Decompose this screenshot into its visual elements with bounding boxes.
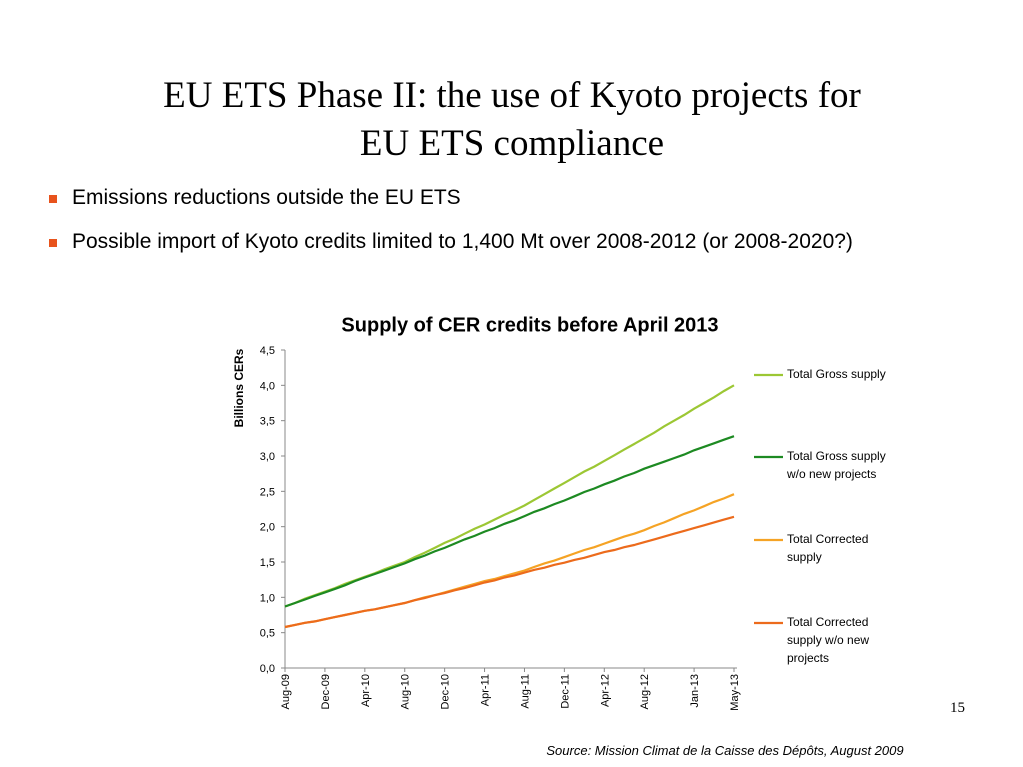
y-tick-label: 0,0 — [260, 663, 275, 675]
x-tick-label: May-13 — [729, 674, 741, 711]
bullet: Emissions reductions outside the EU ETS — [49, 183, 972, 213]
x-tick-label: Dec-10 — [440, 674, 452, 709]
series-line — [284, 435, 735, 608]
x-tick-label: Aug-10 — [400, 674, 412, 709]
legend-label: Total Corrected supply w/o new projects — [787, 615, 870, 665]
legend-label: Total Corrected supply — [787, 532, 869, 564]
y-tick-label: 3,0 — [260, 451, 275, 463]
y-tick-label: 2,5 — [260, 486, 275, 498]
series-line — [284, 493, 735, 629]
x-tick-label: Apr-11 — [480, 674, 492, 706]
x-tick-label: Apr-10 — [360, 674, 372, 707]
chart-title: Supply of CER credits before April 2013 — [341, 314, 718, 336]
legend-label: Total Gross supply — [787, 367, 886, 381]
y-tick-label: 2,0 — [260, 522, 275, 534]
page-number: 15 — [950, 700, 965, 716]
y-tick-label: 4,5 — [260, 345, 275, 357]
x-tick-label: Jan-13 — [689, 674, 701, 708]
legend-label: Total Gross supply w/o new projects — [787, 449, 886, 481]
x-tick-label: Aug-09 — [280, 674, 292, 709]
y-tick-label: 4,0 — [260, 380, 275, 392]
slide-title: EU ETS Phase II: the use of Kyoto projec… — [163, 75, 861, 164]
series-line — [284, 515, 735, 629]
series-line — [284, 384, 735, 608]
x-tick-label: Dec-09 — [320, 674, 332, 709]
y-tick-label: 1,0 — [260, 592, 275, 604]
y-axis-label: Billions CERs — [232, 348, 246, 427]
bullet: Possible import of Kyoto credits limited… — [49, 227, 957, 257]
y-tick-label: 0,5 — [260, 628, 275, 640]
y-tick-label: 1,5 — [260, 557, 275, 569]
y-tick-label: 3,5 — [260, 416, 275, 428]
x-tick-label: Dec-11 — [559, 674, 571, 709]
x-tick-label: Aug-11 — [519, 674, 531, 709]
x-tick-label: Apr-12 — [599, 674, 611, 707]
source: Source: Mission Climat de la Caisse des … — [546, 743, 904, 758]
x-tick-label: Aug-12 — [639, 674, 651, 709]
